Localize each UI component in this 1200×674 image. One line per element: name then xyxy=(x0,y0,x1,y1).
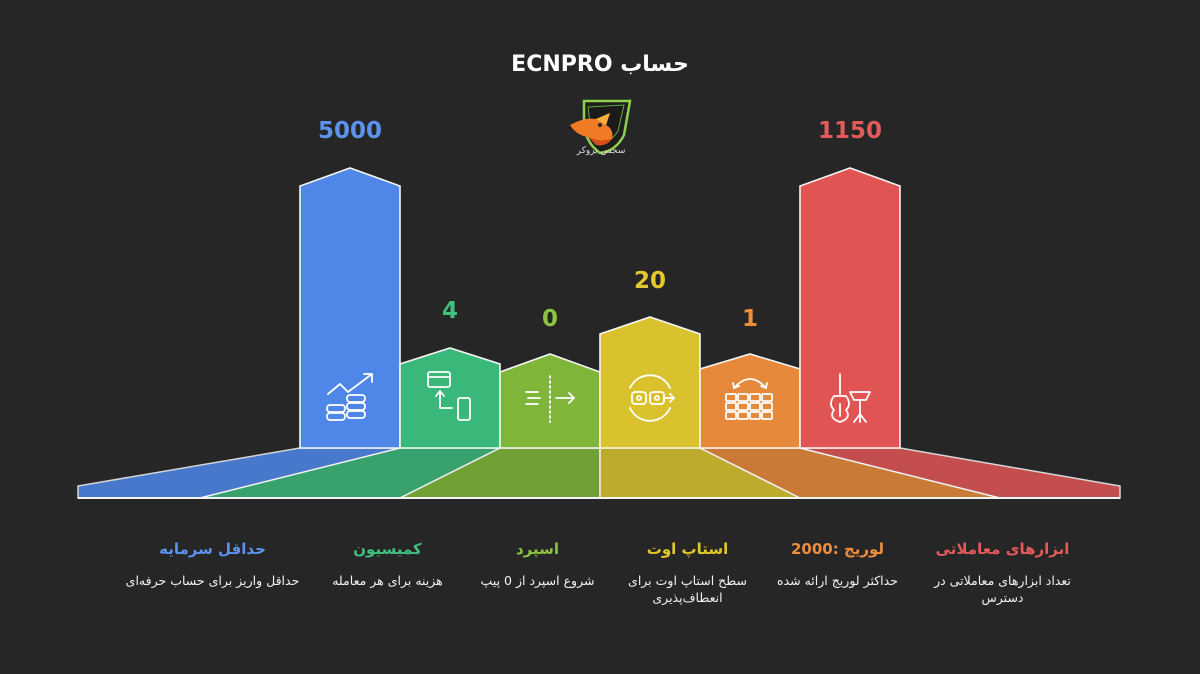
page-title: حساب ECNPRO xyxy=(511,52,689,77)
floor-perspective xyxy=(77,447,1121,499)
caption-heading: ابزارهای معاملاتی xyxy=(935,540,1070,558)
icons-group xyxy=(326,371,871,423)
instruments-icon xyxy=(830,373,871,423)
bar-commission xyxy=(399,347,501,449)
caption-desc: حداکثر لوریج ارائه شده xyxy=(777,573,898,588)
caption-heading: استاپ اوت xyxy=(646,540,729,558)
bar-stopout xyxy=(599,316,701,449)
value-label-spread: 0 xyxy=(541,306,558,332)
caption-desc: حداقل واریز برای حساب حرفه‌ای xyxy=(125,573,300,588)
caption-spread: اسپرد شروع اسپرد از 0 پیپ xyxy=(450,540,625,589)
caption-heading: لوریج :2000 xyxy=(790,540,885,558)
fox-head-logo-icon xyxy=(570,99,632,155)
logo-text: سجس بروکر xyxy=(576,146,626,156)
caption-leverage: لوریج :2000 حداکثر لوریج ارائه شده xyxy=(750,540,925,589)
caption-instruments: ابزارهای معاملاتی تعداد ابزارهای معاملات… xyxy=(915,540,1090,606)
value-label-leverage: 1 xyxy=(741,306,758,332)
caption-desc: شروع اسپرد از 0 پیپ xyxy=(480,573,595,588)
caption-stopout: استاپ اوت سطح استاپ اوت برای انعطاف‌پذیر… xyxy=(600,540,775,606)
caption-capital: حداقل سرمایه حداقل واریز برای حساب حرفه‌… xyxy=(125,540,300,589)
rising-coins-icon xyxy=(326,373,373,421)
caption-heading: اسپرد xyxy=(515,540,560,558)
stop-out-icon xyxy=(629,374,675,422)
caption-desc: هزینه برای هر معامله xyxy=(332,573,443,588)
value-label-instruments: 1150 xyxy=(817,118,882,144)
bars-group xyxy=(299,167,901,449)
caption-commission: کمیسیون هزینه برای هر معامله xyxy=(300,540,475,589)
caption-desc: سطح استاپ اوت برای انعطاف‌پذیری xyxy=(628,573,747,605)
grid-swap-icon xyxy=(725,378,773,420)
value-label-capital: 5000 xyxy=(317,118,382,144)
bar-instruments xyxy=(799,167,901,449)
caption-heading: حداقل سرمایه xyxy=(159,540,266,558)
caption-heading: کمیسیون xyxy=(353,540,422,558)
value-label-commission: 4 xyxy=(441,298,458,324)
bar-capital xyxy=(299,167,401,449)
caption-desc: تعداد ابزارهای معاملاتی در دسترس xyxy=(934,573,1071,605)
spread-filter-icon xyxy=(525,375,575,423)
value-label-stopout: 20 xyxy=(633,268,666,294)
card-to-phone-icon xyxy=(427,371,471,421)
